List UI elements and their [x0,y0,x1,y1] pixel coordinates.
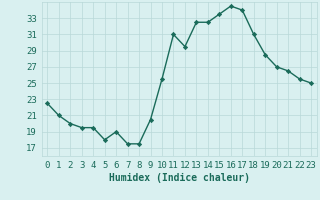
X-axis label: Humidex (Indice chaleur): Humidex (Indice chaleur) [109,173,250,183]
